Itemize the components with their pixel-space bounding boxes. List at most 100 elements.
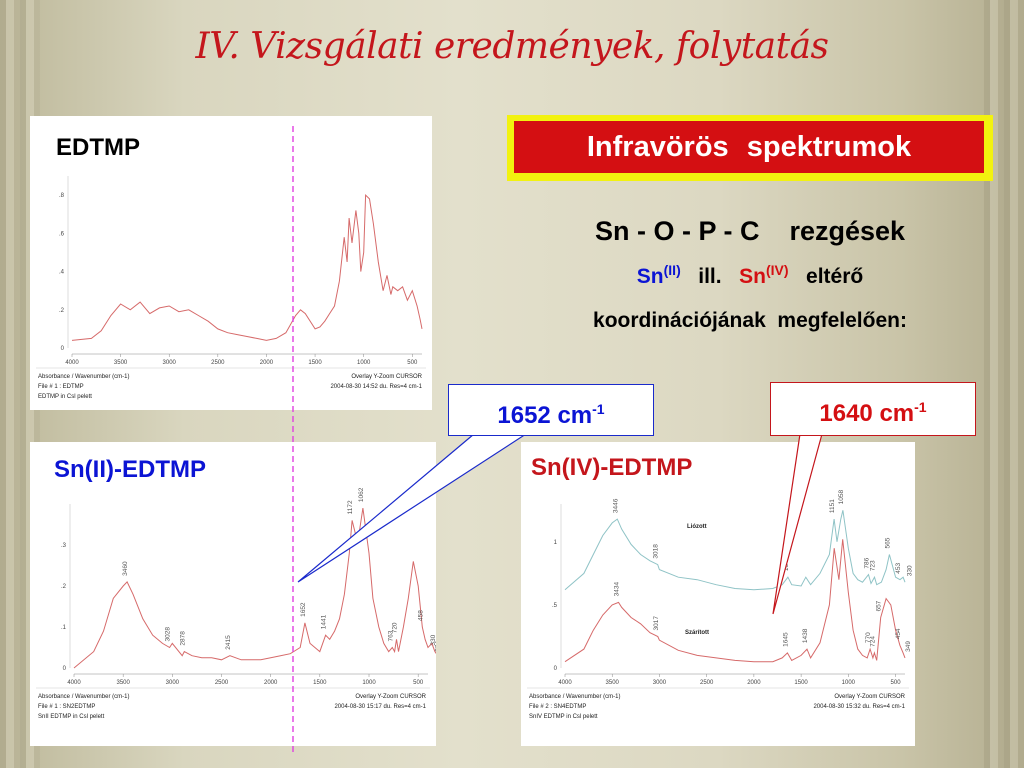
y-tick-label: .4 [59,270,65,276]
callout-right-value: 1640 cm [819,400,915,427]
peak-label: 2878 [179,631,186,646]
footer-right-text: Overlay Y-Zoom CURSOR [351,374,422,380]
footer-right-text: Overlay Y-Zoom CURSOR [834,694,905,700]
coordination-line: koordinációjának megfelelően: [593,309,907,332]
spectrum-line [73,508,436,669]
callout-left-box: 1652 cm-1 [448,384,654,436]
trace-label-szaritott: Szárított [685,630,709,636]
y-tick-label: 0 [61,346,65,352]
sn2-spectrum-chart: 4000 3500 3000 2500 2000 1500 1000 500 .3 .2 .1 0 Ab… [36,487,436,720]
peak-label: 720 [392,622,399,633]
x-tick-label: 2000 [264,680,278,686]
footer-text: SnIV EDTMP in Csl pelett [529,714,598,720]
x-tick-label: 1000 [362,680,376,686]
x-tick-label: 1000 [842,680,856,686]
callout-left-sup: -1 [592,401,605,417]
x-tick-label: 3500 [606,680,620,686]
footer-right-text: 2004-08-30 15:32 du. Res=4 cm-1 [813,704,905,710]
peak-label: 1441 [321,614,328,629]
peak-label: 3018 [653,544,660,559]
callout-left-value: 1652 cm [497,402,593,429]
oxidation-state-line: Sn(II) ill. Sn(IV) eltérő [500,262,1000,289]
footer-right-text: 2004-08-30 15:17 du. Res=4 cm-1 [334,704,426,710]
peak-label: 349 [905,641,912,652]
sn2-label: Sn(II)-EDTMP [54,456,206,483]
x-tick-label: 3500 [114,360,128,366]
footer-text: File # 2 : SN4EDTMP [529,704,586,710]
peak-label: 770 [865,632,872,643]
trace-label-liozott: Liózott [687,524,707,530]
sn2-spectrum-panel: 4000 3500 3000 2500 2000 1500 1000 500 .3 .2 .1 0 Ab… [30,442,436,746]
y-tick-label: .2 [59,308,65,314]
y-tick-label: .6 [59,231,65,237]
x-tick-label: 3000 [166,680,180,686]
x-tick-label: 2500 [215,680,229,686]
y-tick-label: 0 [554,666,558,672]
spectrum-line [564,510,906,591]
peak-label: 330 [907,565,914,576]
footer-right-text: Overlay Y-Zoom CURSOR [355,694,426,700]
sn4-spectrum-chart: 4000 3500 3000 2500 2000 1500 1000 500 1 .5 0 Absor… [527,489,914,720]
sn4-label: Sn(IV)-EDTMP [531,454,693,481]
slide-title: IV. Vizsgálati eredmények, folytatás [195,26,829,67]
x-tick-label: 3000 [163,360,177,366]
sn2-superscript: (II) [663,262,681,278]
peak-label: 1645 [782,632,789,647]
y-tick-label: .1 [61,625,67,631]
peak-label: 1640 [783,556,790,571]
sn4-superscript: (IV) [765,262,789,278]
footer-text: Absorbance / Wavenumber (cm-1) [38,694,129,700]
peak-label: 458 [417,610,424,621]
vibration-heading: Sn - O - P - C rezgések [594,216,906,246]
peak-label: 724 [869,636,876,647]
y-tick-label: .5 [552,603,558,609]
callout-right-box: 1640 cm-1 [770,382,976,436]
footer-text: EDTMP in Csl pelett [38,394,92,400]
sn2-symbol: Sn [636,265,664,288]
ill-text: ill. [698,265,722,288]
peak-label: 763 [387,630,394,641]
infrared-spectra-badge: Infravörös spektrumok [514,121,984,173]
x-tick-label: 500 [413,680,424,686]
x-tick-label: 4000 [558,680,572,686]
y-tick-label: 0 [63,666,67,672]
x-tick-label: 2500 [700,680,714,686]
peak-label: 3434 [613,582,620,597]
x-tick-label: 1500 [794,680,808,686]
spectrum-line [71,193,423,341]
footer-text: Absorbance / Wavenumber (cm-1) [529,694,620,700]
x-tick-label: 2000 [260,360,274,366]
peak-label: 3028 [165,627,172,642]
footer-right-text: 2004-08-30 14:52 du. Res=4 cm-1 [330,384,422,390]
callout-right-sup: -1 [914,399,927,415]
peak-label: 565 [884,537,891,548]
y-tick-label: .2 [61,584,67,590]
footer-text: SnII EDTMP in Csl pelett [38,714,105,720]
x-tick-label: 500 [891,680,902,686]
peak-label: 3446 [612,498,619,513]
x-tick-label: 1000 [357,360,371,366]
peak-label: 1151 [829,499,836,513]
y-tick-label: .8 [59,193,65,199]
x-tick-label: 3000 [653,680,667,686]
sn4-spectrum-panel: 4000 3500 3000 2500 2000 1500 1000 500 1 .5 0 Absor… [521,442,915,746]
footer-text: Absorbance / Wavenumber (cm-1) [38,374,129,380]
edtmp-spectrum-chart: 4000 3500 3000 2500 2000 1500 1000 500 .8 .6 .4 .2 0… [36,176,426,400]
peak-label: 330 [430,634,436,645]
footer-text: File # 1 : SN2EDTMP [38,704,95,710]
x-tick-label: 1500 [313,680,327,686]
peak-label: 657 [876,600,883,611]
x-tick-label: 2500 [211,360,225,366]
peak-label: 723 [869,560,876,571]
x-tick-label: 1500 [308,360,322,366]
sn4-symbol: Sn [739,265,766,288]
elter-text: eltérő [806,265,864,288]
peak-label: 1058 [838,489,845,504]
x-tick-label: 4000 [65,360,79,366]
peak-label: 3017 [653,616,660,631]
peak-label: 1062 [358,487,365,502]
x-tick-label: 3500 [116,680,130,686]
x-tick-label: 4000 [67,680,81,686]
edtmp-label: EDTMP [56,134,140,161]
peak-label: 2415 [225,635,232,650]
